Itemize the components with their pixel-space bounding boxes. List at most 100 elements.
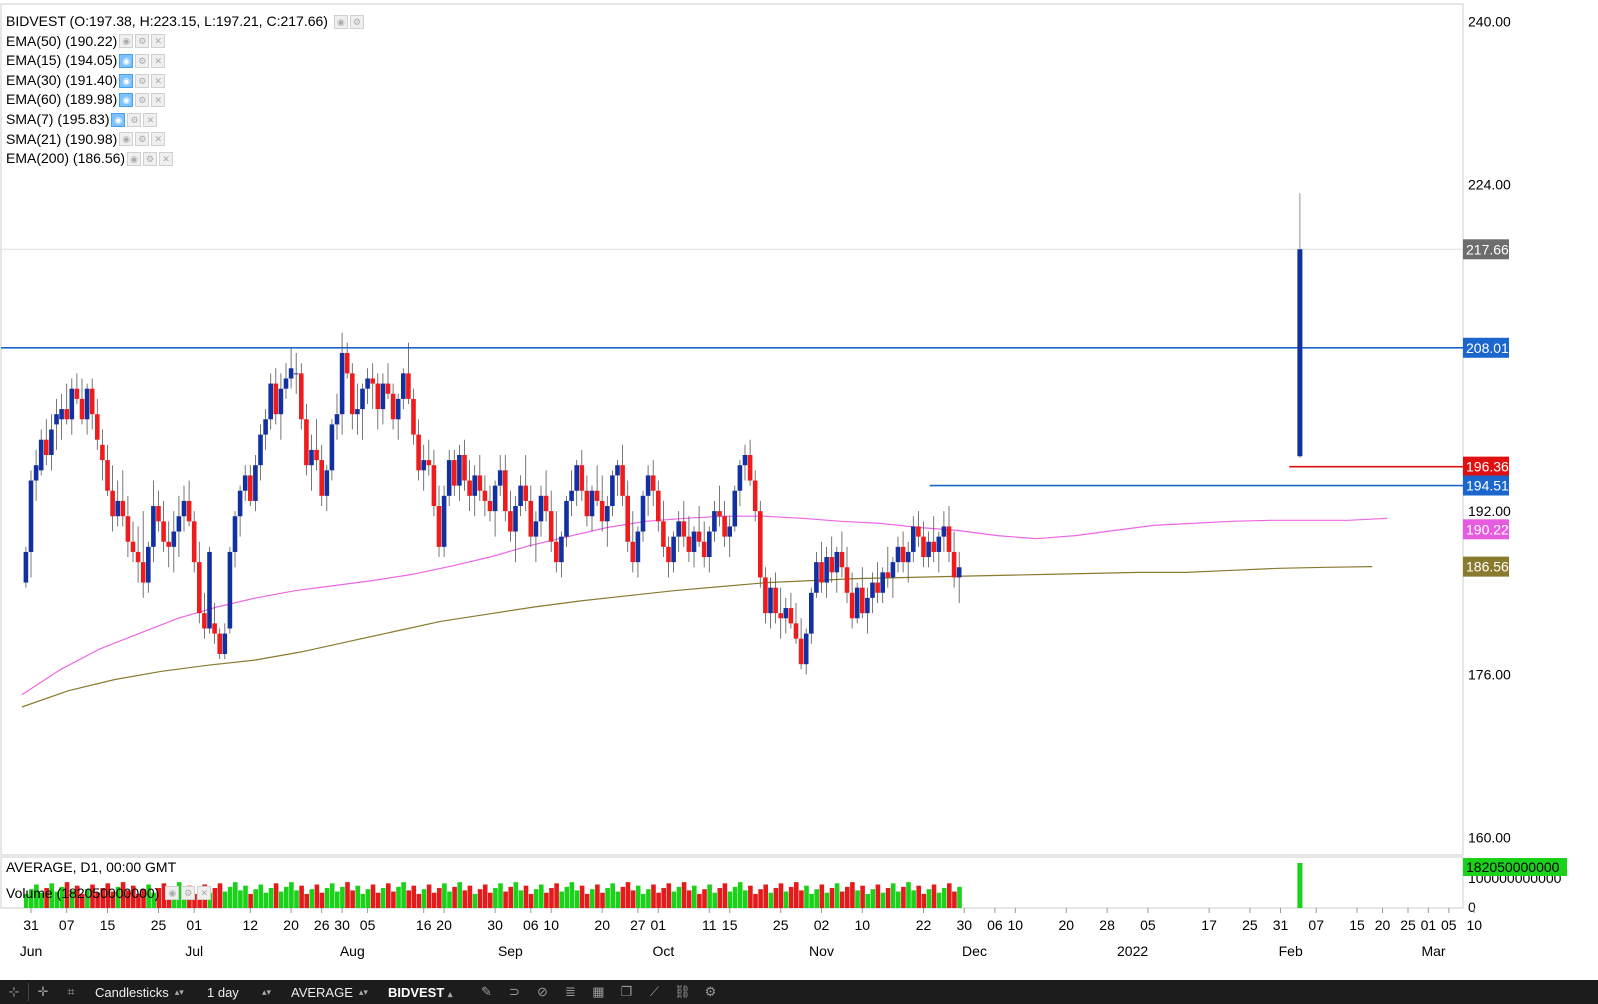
volume-bar xyxy=(263,892,269,908)
candle-body xyxy=(64,409,69,420)
timeframe-select[interactable]: 1 day ▴▾ xyxy=(197,985,281,1000)
candle-body xyxy=(293,373,299,375)
candle-body xyxy=(809,592,814,634)
settings-icon[interactable]: ⚙ xyxy=(135,93,150,108)
layout-icon[interactable]: ▦ xyxy=(592,984,605,999)
hide-icon[interactable]: ⊘ xyxy=(536,984,548,999)
volume-bar xyxy=(681,882,687,908)
candle-body xyxy=(875,582,880,593)
x-tick-label: 26 xyxy=(314,917,330,933)
settings-icon[interactable]: ⚙ xyxy=(704,984,717,999)
month-label: Nov xyxy=(809,943,834,959)
chart[interactable]: 240.00224.00192.00176.00160.001000000000… xyxy=(0,0,1598,980)
candle-body xyxy=(69,388,75,420)
indicator-legend-row: EMA(200) (186.56) ◉ ⚙ ✕ xyxy=(6,149,364,169)
settings-icon[interactable]: ⚙ xyxy=(135,132,150,147)
close-icon[interactable]: ✕ xyxy=(159,151,174,166)
volume-bar xyxy=(508,886,513,908)
candle-body xyxy=(941,526,947,537)
eye-icon[interactable]: ◉ xyxy=(119,132,134,147)
chart-type-select[interactable]: Candlesticks ▴▾ xyxy=(85,985,197,1000)
close-icon[interactable]: ✕ xyxy=(197,886,212,900)
close-icon[interactable]: ✕ xyxy=(143,112,158,127)
candle-body xyxy=(324,470,330,496)
settings-icon[interactable]: ⚙ xyxy=(135,73,150,88)
x-tick-label: 27 xyxy=(630,917,646,933)
volume-bar xyxy=(80,893,85,908)
settings-icon[interactable]: ⚙ xyxy=(143,151,158,166)
candle-body xyxy=(620,465,625,496)
link-icon[interactable]: ⛓ xyxy=(674,984,691,999)
settings-icon[interactable]: ⚙ xyxy=(127,112,142,127)
candle-body xyxy=(120,500,126,517)
crop-icon[interactable]: ⌗ xyxy=(67,984,75,999)
volume-bar xyxy=(579,885,585,908)
candle-body xyxy=(426,460,432,466)
close-icon[interactable]: ✕ xyxy=(151,132,166,147)
candle-body xyxy=(151,506,156,547)
settings-icon[interactable]: ⚙ xyxy=(181,886,196,900)
volume-bar xyxy=(865,893,870,908)
candle-body xyxy=(380,383,386,410)
eye-icon[interactable]: ◉ xyxy=(119,53,134,68)
candle-body xyxy=(854,587,860,619)
volume-bar xyxy=(855,890,860,908)
candle-body xyxy=(227,551,233,629)
indicator-legend: BIDVEST (O:197.38, H:223.15, L:197.21, C… xyxy=(6,12,364,169)
candle-body xyxy=(829,557,834,573)
volume-bar xyxy=(773,888,779,908)
indicator-icon[interactable]: ≣ xyxy=(564,984,576,999)
price-tag xyxy=(1463,475,1509,496)
eye-icon[interactable]: ◉ xyxy=(111,112,126,127)
settings-icon[interactable]: ⚙ xyxy=(349,14,364,29)
copy-icon[interactable]: ❐ xyxy=(620,984,633,999)
volume-bar xyxy=(743,890,748,908)
pencil-icon[interactable]: ✎ xyxy=(480,984,492,999)
close-icon[interactable]: ✕ xyxy=(151,73,166,88)
volume-bar xyxy=(442,883,447,908)
candle-body xyxy=(135,551,141,563)
volume-bar xyxy=(1297,863,1303,908)
move-icon[interactable]: ✛ xyxy=(37,984,49,999)
volume-bar xyxy=(523,885,529,908)
volume-bar xyxy=(947,883,952,908)
eye-icon[interactable]: ◉ xyxy=(119,93,134,108)
indicator-label: SMA(21) (190.98) xyxy=(6,130,118,147)
bottom-toolbar: ⊹ ✛ ⌗ Candlesticks ▴▾ 1 day ▴▾ AVERAGE ▴▾ B… xyxy=(0,980,1598,1004)
indicator-legend-row: SMA(21) (190.98) ◉ ⚙ ✕ xyxy=(6,130,364,150)
volume-bar xyxy=(850,882,855,908)
eye-icon[interactable]: ◉ xyxy=(333,14,348,29)
candle-body xyxy=(242,475,248,491)
volume-bar xyxy=(273,883,279,908)
candle-body xyxy=(625,495,630,542)
settings-icon[interactable]: ⚙ xyxy=(135,53,150,68)
eye-icon[interactable]: ◉ xyxy=(127,151,142,166)
candle-body xyxy=(701,541,707,558)
trend-icon[interactable]: ⟋ xyxy=(649,984,659,999)
magnet-icon[interactable]: ⊃ xyxy=(508,984,520,999)
close-icon[interactable]: ✕ xyxy=(151,53,166,68)
close-icon[interactable]: ✕ xyxy=(151,34,166,49)
eye-icon[interactable]: ◉ xyxy=(119,34,134,49)
candle-body xyxy=(339,352,345,415)
eye-icon[interactable]: ◉ xyxy=(165,886,180,900)
volume-bar xyxy=(345,882,350,908)
month-label: Feb xyxy=(1279,943,1303,959)
symbol-select[interactable]: BIDVEST ▴ xyxy=(378,985,463,1000)
volume-bar xyxy=(472,893,478,908)
x-tick-label: 06 xyxy=(987,917,1003,933)
volume-bar xyxy=(350,890,355,908)
source-select[interactable]: AVERAGE ▴▾ xyxy=(281,985,378,1000)
settings-icon[interactable]: ⚙ xyxy=(135,34,150,49)
candle-body xyxy=(508,511,513,532)
candle-body xyxy=(288,368,294,379)
x-tick-label: 10 xyxy=(543,917,559,933)
month-label: Oct xyxy=(653,943,675,959)
candle-body xyxy=(538,495,544,522)
candle-body xyxy=(610,475,615,507)
close-icon[interactable]: ✕ xyxy=(151,93,166,108)
eye-icon[interactable]: ◉ xyxy=(119,73,134,88)
crosshair-icon[interactable]: ⊹ xyxy=(8,984,20,999)
x-tick-label: 01 xyxy=(1421,917,1437,933)
volume-bar xyxy=(727,891,733,908)
